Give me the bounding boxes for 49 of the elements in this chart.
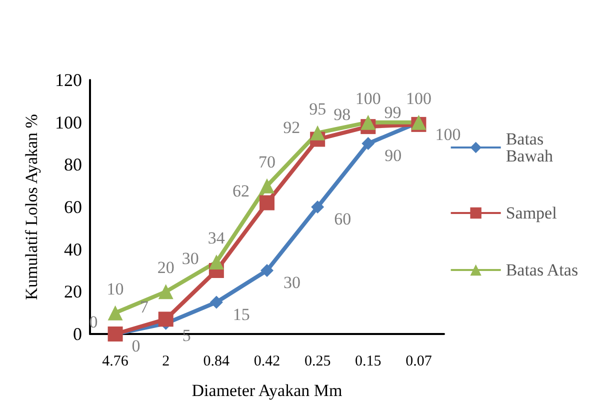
y-tick-label: 40 xyxy=(64,239,82,260)
data-label: 99 xyxy=(384,102,402,122)
point xyxy=(210,296,223,309)
y-tick-label: 20 xyxy=(64,282,82,302)
legend-label: Batas Atas xyxy=(506,260,578,280)
point xyxy=(311,200,324,214)
x-tick-label: 0.25 xyxy=(304,354,331,370)
data-label: 0 xyxy=(132,336,140,356)
data-label: 60 xyxy=(334,210,352,228)
data-label: 98 xyxy=(334,105,351,124)
x-tick-label: 0.84 xyxy=(203,354,230,370)
x-tick-label: 0.07 xyxy=(406,354,432,370)
point xyxy=(260,178,274,194)
point xyxy=(260,195,274,210)
point xyxy=(360,114,376,130)
data-label: 30 xyxy=(284,273,300,292)
x-tick-label: 2 xyxy=(162,354,170,370)
data-label: 95 xyxy=(309,99,326,118)
x-axis-title: Diameter Ayakan Mm xyxy=(192,381,342,400)
point xyxy=(260,264,274,277)
data-label: 100 xyxy=(435,124,461,144)
x-tick-label: 0.15 xyxy=(355,354,382,370)
data-label: 70 xyxy=(258,152,276,172)
data-label: 34 xyxy=(208,228,226,248)
x-tick-label: 0.42 xyxy=(254,354,280,370)
x-tick-label: 4.76 xyxy=(102,354,129,370)
data-label: 62 xyxy=(232,181,250,200)
data-label: 15 xyxy=(232,304,250,324)
legend-label: Batas Bawah xyxy=(506,130,554,166)
data-label: 100 xyxy=(355,88,381,108)
y-tick-label: 80 xyxy=(64,154,82,175)
y-tick-label: 120 xyxy=(55,70,82,90)
data-label: 7 xyxy=(140,298,149,317)
point xyxy=(310,125,326,140)
point xyxy=(108,305,123,320)
point xyxy=(208,254,224,270)
data-label: 20 xyxy=(157,258,174,278)
data-label: 90 xyxy=(384,146,402,165)
point xyxy=(362,137,375,150)
data-label: 100 xyxy=(406,88,432,108)
legend-label: Sampel xyxy=(506,204,558,222)
y-tick-label: 0 xyxy=(73,324,82,344)
data-label: 10 xyxy=(106,279,124,298)
data-label: 30 xyxy=(182,249,199,268)
y-axis-title: Kumulatif Lolos Ayakan % xyxy=(22,114,41,300)
point xyxy=(158,284,174,300)
data-label: 92 xyxy=(283,118,300,137)
y-tick-label: 60 xyxy=(64,197,82,217)
y-tick-label: 100 xyxy=(55,112,82,132)
